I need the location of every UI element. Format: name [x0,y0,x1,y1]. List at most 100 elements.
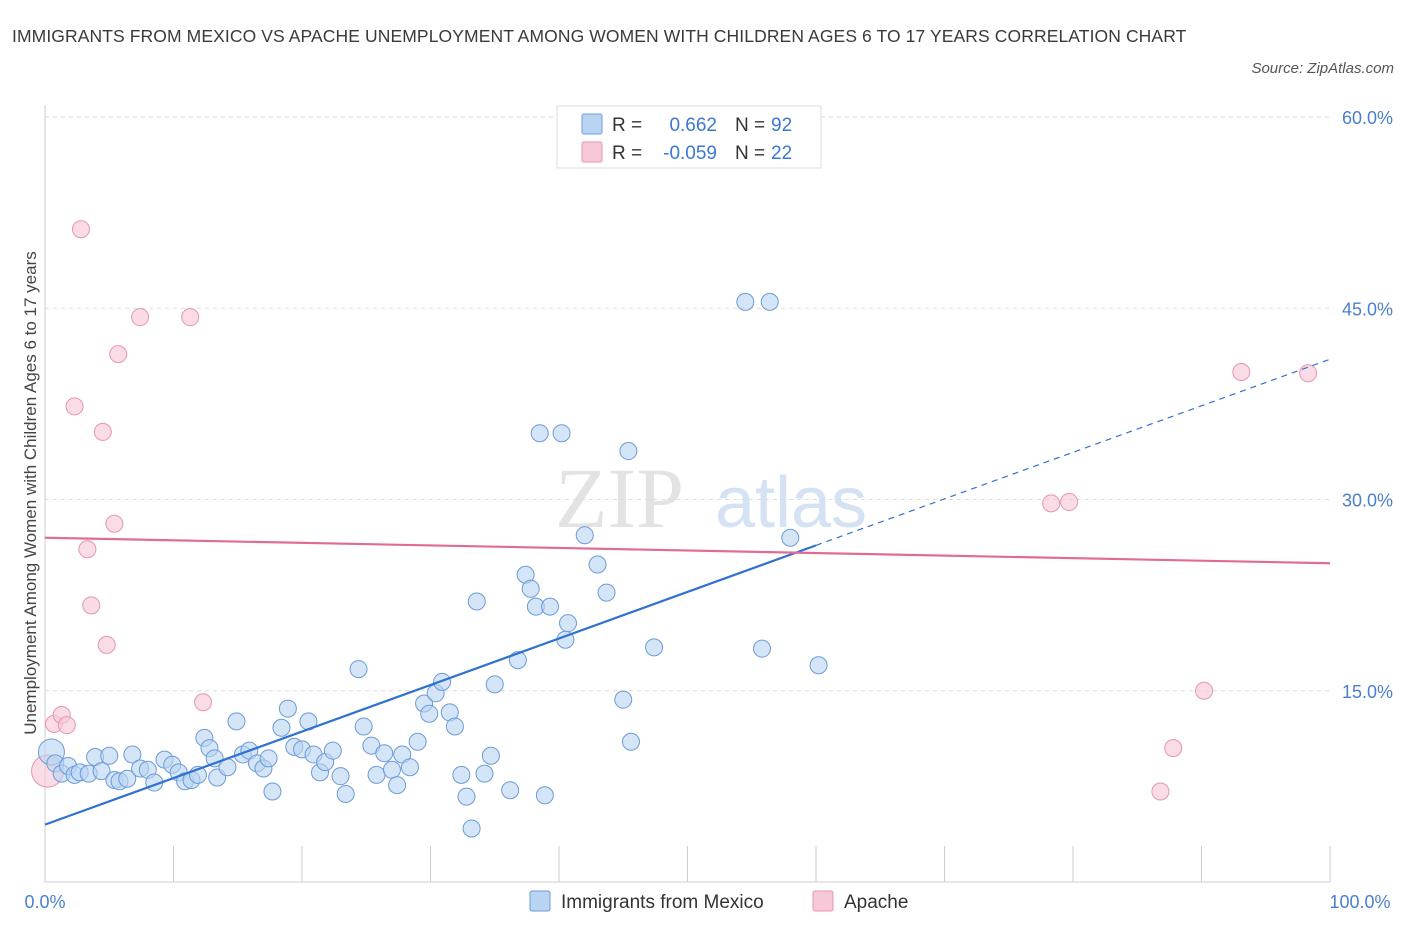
mexico-point [278,699,297,718]
mexico-point [521,579,540,598]
grid-lines [45,116,1330,692]
mexico-point [263,782,282,801]
apache-point [1042,494,1061,513]
mexico-point [753,639,772,658]
mexico-point [462,819,481,838]
apache-point [78,540,97,559]
apache-point [105,514,124,533]
apache-point [71,220,90,239]
apache-point [1060,493,1079,512]
mexico-point [619,442,638,461]
apache-point [57,716,76,735]
apache-point [181,308,200,327]
mexico-point [323,741,342,760]
mexico-point [558,614,577,633]
mexico-point [445,717,464,736]
mexico-point [530,424,549,443]
legend-r-value-apache: -0.059 [663,143,717,164]
apache-point [65,397,84,416]
mexico-point [485,675,504,694]
mexico-point [354,717,373,736]
mexico-point [467,592,486,611]
apache-point [93,422,112,441]
apache-point [1299,364,1318,383]
mexico-point [501,781,520,800]
series-legend-swatch-apache [812,890,834,912]
mexico-point [457,787,476,806]
y-axis-label: Unemployment Among Women with Children A… [21,251,40,735]
mexico-point [621,732,640,751]
mexico-point [227,712,246,731]
mexico-point [400,758,419,777]
x-tick-label-min: 0.0% [24,892,65,912]
y-tick-label-45: 45.0% [1342,299,1393,319]
legend-n-value-apache: 22 [771,143,792,164]
mexico-point [736,292,755,311]
apache-point [82,596,101,615]
mexico-point [614,690,633,709]
legend-n-label-mexico: N = [735,115,765,136]
mexico-point [597,583,616,602]
mexico-point [481,746,500,765]
legend-swatch-apache [581,141,603,163]
x-tick-label-max: 100.0% [1329,892,1390,912]
mexico-trend-line-extension [815,358,1331,546]
mexico-point [100,746,119,765]
mexico-point [349,660,368,679]
mexico-point [475,764,494,783]
apache-point [97,635,116,654]
legend-swatch-mexico [581,113,603,135]
y-tick-label-15: 15.0% [1342,682,1393,702]
axes [44,105,1330,883]
legend-r-label-mexico: R = [612,115,642,136]
mexico-points [37,292,828,838]
mexico-point [452,765,471,784]
trend-lines [44,358,1331,826]
mexico-point [272,718,291,737]
mexico-point [588,555,607,574]
y-tick-label-30: 30.0% [1342,491,1393,511]
mexico-point [118,769,137,788]
mexico-point [645,638,664,657]
mexico-point [541,597,560,616]
apache-point [1151,782,1170,801]
series-legend-label-mexico: Immigrants from Mexico [561,892,764,913]
apache-point [1195,681,1214,700]
mexico-point [552,424,571,443]
mexico-trend-line [44,544,817,826]
apache-point [194,693,213,712]
legend-n-label-apache: N = [735,143,765,164]
mexico-point [388,776,407,795]
chart-title: IMMIGRANTS FROM MEXICO VS APACHE UNEMPLO… [12,26,1187,46]
apache-trend-line [44,536,1331,565]
correlation-legend: R = 0.662 N = 92 R = -0.059 N = 22 [556,105,822,169]
mexico-point [382,760,401,779]
series-legend-swatch-mexico [529,890,551,912]
series-legend-label-apache: Apache [844,892,908,913]
y-tick-labels: 15.0% 30.0% 45.0% 60.0% [1342,108,1393,702]
mexico-point [535,786,554,805]
mexico-point [123,745,142,764]
watermark-zip: ZIP [555,450,684,546]
mexico-point [420,704,439,723]
source-label: Source: ZipAtlas.com [1251,60,1394,77]
mexico-point [331,767,350,786]
mexico-point [575,526,594,545]
mexico-point [367,765,386,784]
legend-n-value-mexico: 92 [771,115,792,136]
apache-point [1232,363,1251,381]
legend-r-label-apache: R = [612,143,642,164]
mexico-point [408,732,427,751]
legend-r-value-mexico: 0.662 [669,115,717,136]
x-ticks [44,846,1331,882]
apache-point [109,345,128,364]
mexico-point [92,762,111,781]
mexico-point [781,528,800,547]
series-legend: Immigrants from Mexico Apache [529,890,908,913]
mexico-point [809,656,828,675]
apache-point [1164,739,1183,758]
y-tick-label-60: 60.0% [1342,108,1393,128]
apache-point [131,308,150,327]
mexico-point [375,744,394,763]
